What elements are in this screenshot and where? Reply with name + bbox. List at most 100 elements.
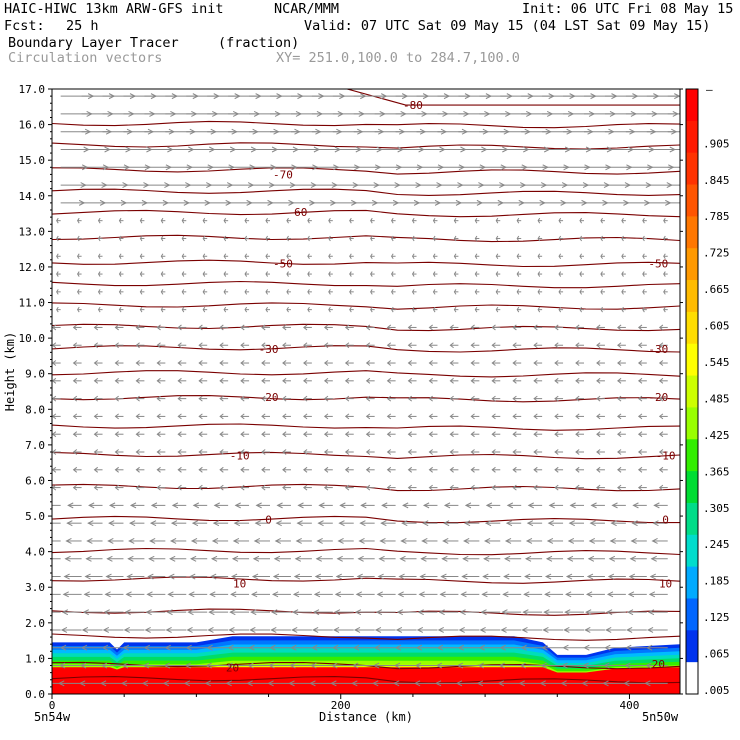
wind-vector-head	[103, 609, 110, 616]
wind-vector-head	[428, 431, 433, 438]
wind-vector-head	[596, 324, 601, 331]
wind-vector-head	[499, 644, 506, 651]
wind-vector-head	[554, 324, 559, 331]
temperature-contour	[52, 142, 680, 150]
wind-vector-head	[365, 484, 371, 491]
wind-vector-head	[207, 626, 214, 633]
colorbar-label: .125	[703, 611, 730, 624]
wind-vector-head	[303, 342, 308, 349]
wind-vector-head	[491, 413, 496, 420]
wind-vector-head	[307, 235, 310, 242]
wind-vector-head	[169, 538, 177, 544]
wind-vector-head	[288, 680, 295, 687]
wind-vector-head	[521, 626, 528, 633]
contour-label: -20	[259, 391, 279, 404]
wind-vector-head	[377, 573, 384, 580]
wind-vector-head	[303, 377, 308, 384]
colorbar-swatch	[686, 280, 698, 313]
wind-vector-head	[497, 680, 505, 687]
colorbar-label: .905	[703, 137, 730, 150]
temperature-contour	[52, 576, 680, 584]
wind-vector-head	[88, 502, 95, 509]
wind-vector-head	[177, 449, 182, 455]
wind-vector-head	[474, 271, 478, 277]
wind-vector-head	[432, 289, 436, 295]
wind-vector-head	[77, 217, 80, 224]
wind-vector-head	[160, 235, 164, 242]
wind-vector-head	[219, 324, 224, 331]
wind-vector-head	[186, 626, 193, 633]
y-tick-label: 3.0	[25, 581, 45, 594]
contour-label: 0	[265, 514, 272, 527]
x-end-location: 5n50w	[642, 710, 679, 724]
x-tick-label: 0	[49, 699, 56, 712]
contour-label: 10	[659, 578, 672, 591]
wind-vector-head	[198, 413, 203, 420]
wind-vector-head	[72, 324, 78, 331]
wind-vector-head	[261, 395, 266, 402]
contour-label: -30	[648, 343, 668, 356]
tracer-core	[52, 667, 680, 694]
wind-vector-head	[500, 626, 507, 633]
wind-vector-head	[520, 644, 527, 651]
wind-vector-head	[323, 484, 329, 491]
wind-vector-head	[219, 395, 224, 402]
wind-vector-head	[628, 573, 636, 580]
wind-vector-head	[291, 609, 299, 616]
wind-vector-head	[463, 520, 471, 527]
wind-vector-head	[449, 377, 454, 384]
wind-vector-head	[603, 662, 610, 669]
colorbar-label: .665	[703, 283, 730, 296]
wind-vector-head	[118, 306, 122, 313]
wind-vector-head	[72, 395, 78, 402]
y-tick-label: 4.0	[25, 546, 45, 559]
wind-vector-head	[545, 555, 553, 562]
wind-vector-head	[46, 538, 51, 543]
wind-vector-head	[569, 502, 576, 509]
wind-vector-head	[354, 609, 362, 616]
wind-vector-head	[156, 342, 161, 349]
wind-vector-head	[461, 573, 468, 580]
wind-vector-head	[411, 235, 415, 242]
wind-vector-head	[663, 217, 666, 224]
wind-vector-head	[52, 377, 57, 384]
wind-vector-head	[533, 484, 538, 491]
wind-vector-head	[250, 609, 257, 616]
wind-vector-head	[219, 377, 224, 384]
wind-vector-head	[637, 484, 643, 491]
wind-vector-head	[626, 626, 633, 633]
wind-vector-head	[391, 253, 394, 260]
wind-vector-head	[596, 413, 601, 420]
wind-vector-head	[596, 431, 601, 438]
wind-vector-head	[626, 609, 634, 616]
wind-vector-head	[554, 360, 559, 366]
wind-vector-head	[470, 360, 475, 366]
wind-vector-head	[52, 360, 57, 366]
wind-vector-head	[610, 520, 617, 527]
wind-vector-head	[524, 573, 531, 580]
wind-vector-head	[407, 449, 413, 455]
wind-vector-head	[407, 342, 413, 349]
wind-vector-head	[93, 395, 99, 402]
colorbar-swatch	[686, 662, 698, 695]
wind-vector-head	[374, 626, 382, 633]
wind-vector-head	[399, 555, 406, 562]
wind-vector-head	[527, 502, 534, 509]
wind-vector-head	[596, 342, 601, 349]
plot-frame	[51, 88, 681, 695]
wind-vector-head	[261, 449, 266, 455]
temperature-contour	[52, 209, 680, 218]
y-tick-label: 5.0	[25, 510, 45, 523]
wind-vector-head	[286, 289, 289, 295]
wind-vector-head	[147, 573, 154, 580]
wind-vector-head	[270, 626, 277, 633]
colorbar-label: .245	[703, 538, 730, 551]
temperature-contour	[52, 234, 680, 243]
wind-vector-head	[642, 289, 645, 295]
org-label: NCAR/MMM	[274, 1, 340, 17]
wind-vector-head	[596, 395, 601, 402]
wind-vector-head	[292, 591, 300, 598]
wind-vector-head	[40, 645, 45, 650]
wind-vector-head	[588, 538, 595, 544]
temperature-contour	[52, 188, 680, 196]
